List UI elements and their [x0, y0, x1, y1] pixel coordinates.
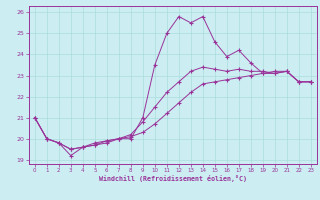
- X-axis label: Windchill (Refroidissement éolien,°C): Windchill (Refroidissement éolien,°C): [99, 175, 247, 182]
